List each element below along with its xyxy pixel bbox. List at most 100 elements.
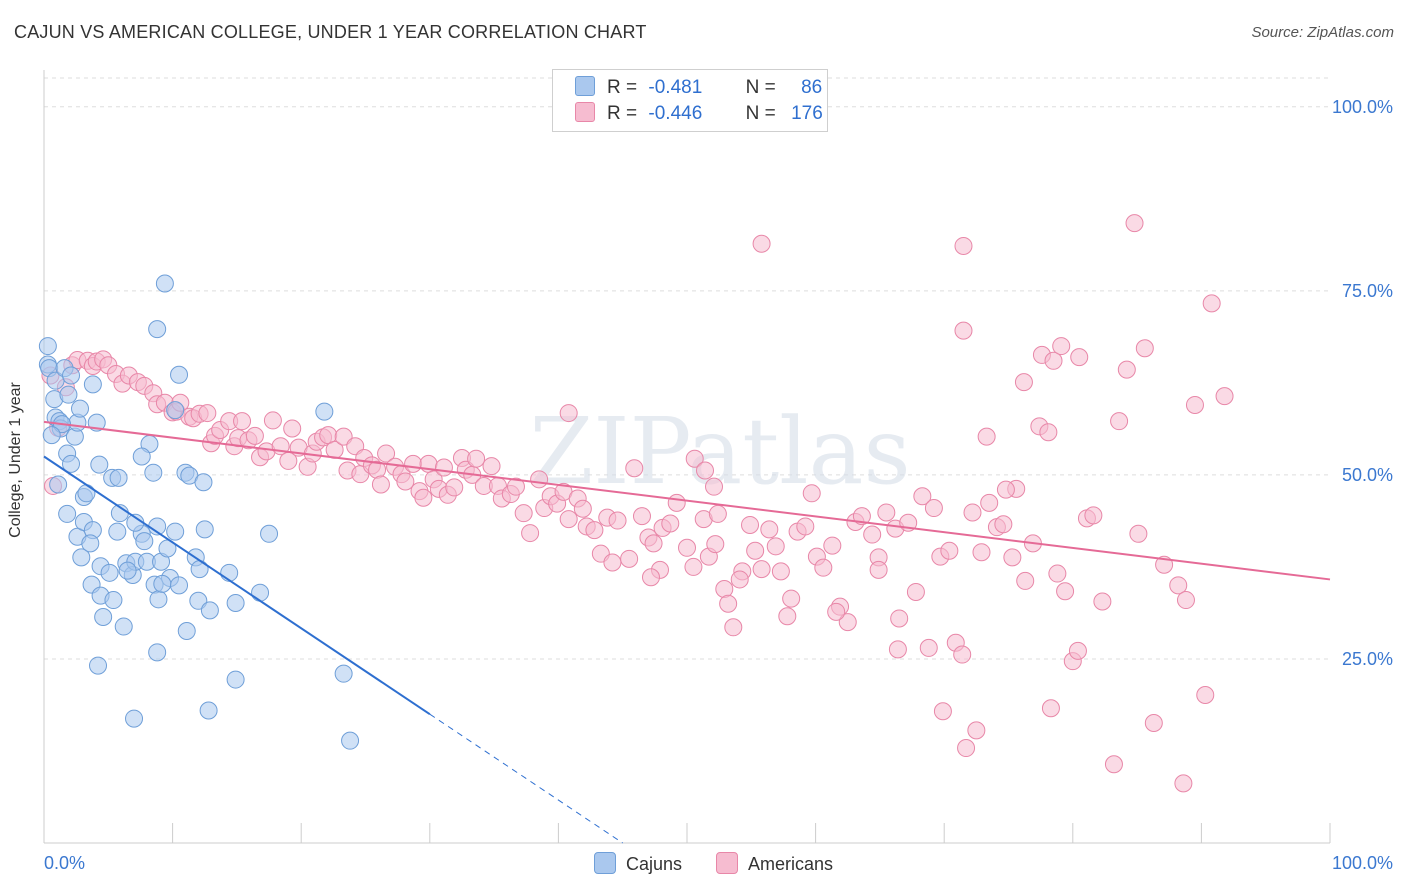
legend-n-value: 176 [791,103,823,124]
cajun-point [62,366,81,385]
american-point [972,543,991,562]
legend-n-label: N = [745,77,776,98]
american-point [852,507,871,526]
american-point [919,638,938,657]
american-point [1044,351,1063,370]
american-point [1039,423,1058,442]
american-point [1117,360,1136,379]
cajun-point [62,454,81,473]
american-point [953,645,972,664]
american-point [1144,714,1163,733]
american-point [1093,592,1112,611]
american-point [521,524,540,543]
american-point [827,602,846,621]
legend-r-value: -0.446 [648,103,703,124]
american-point [752,234,771,253]
american-point [1104,755,1123,774]
american-point [996,480,1015,499]
cajuns-trend-extension [429,713,623,844]
american-point [967,721,986,740]
cajun-point [199,701,218,720]
american-point [641,568,660,587]
cajun-point [166,401,185,420]
american-point [1174,774,1193,793]
american-point [198,404,217,423]
cajun-point [109,468,128,487]
cajun-point [83,375,102,394]
legend-row-americans: R = -0.446 N = 176 [575,102,823,126]
cajun-point [153,574,172,593]
american-point [778,607,797,626]
cajun-point [81,534,100,553]
cajun-point [72,548,91,567]
american-point [404,454,423,473]
cajun-point [94,607,113,626]
cajun-point [251,583,270,602]
american-point [1196,686,1215,705]
american-point [620,549,639,568]
american-point [482,457,501,476]
american-point [1129,524,1148,543]
y-axis-label: College, Under 1 year [7,382,24,538]
american-point [963,503,982,522]
american-point [559,510,578,529]
cajun-point [49,475,68,494]
tick-label-layer: 25.0% 50.0% 75.0% 100.0% 0.0% 100.0% [44,97,1393,873]
american-point [980,493,999,512]
american-point [1003,548,1022,567]
cajun-point [77,484,96,503]
cajun-point [89,656,108,675]
cajuns-swatch [575,76,595,96]
american-point [1084,506,1103,525]
american-point [1016,571,1035,590]
points-layer [38,214,1234,793]
americans-legend-label: Americans [748,854,834,874]
american-point [1185,395,1204,414]
cajun-point [90,455,109,474]
american-point [1215,387,1234,406]
american-point [1048,564,1067,583]
american-point [506,477,525,496]
american-point [746,541,765,560]
american-point [771,562,790,581]
cajun-point [315,402,334,421]
american-point [924,499,943,518]
cajun-point [118,561,137,580]
american-point [782,589,801,608]
american-point [838,613,857,632]
americans-swatch [575,102,595,122]
legend-row-cajuns: R = -0.481 N = 86 [575,76,822,100]
american-point [724,618,743,637]
american-point [1056,582,1075,601]
american-point [667,493,686,512]
cajun-point [38,337,57,356]
cajun-point [170,365,189,384]
cajun-point [260,524,279,543]
cajun-point [166,522,185,541]
cajun-point [334,664,353,683]
cajun-point [226,670,245,689]
american-point [414,488,433,507]
cajun-point [226,594,245,613]
american-point [708,504,727,523]
american-point [608,511,627,530]
american-point [957,739,976,758]
american-point [823,536,842,555]
american-point [705,477,724,496]
cajun-point [144,463,163,482]
legend-r-label: R = [607,77,638,98]
american-point [585,521,604,540]
american-point [396,472,415,491]
american-point [1169,576,1188,595]
american-point [625,459,644,478]
cajun-point [149,590,168,609]
cajun-point [114,617,133,636]
cajun-point [220,563,239,582]
cajun-point [104,591,123,610]
cajun-point [200,601,219,620]
american-point [869,560,888,579]
cajun-point [148,643,167,662]
american-point [1110,412,1129,431]
legend-r-value: -0.481 [648,77,703,98]
